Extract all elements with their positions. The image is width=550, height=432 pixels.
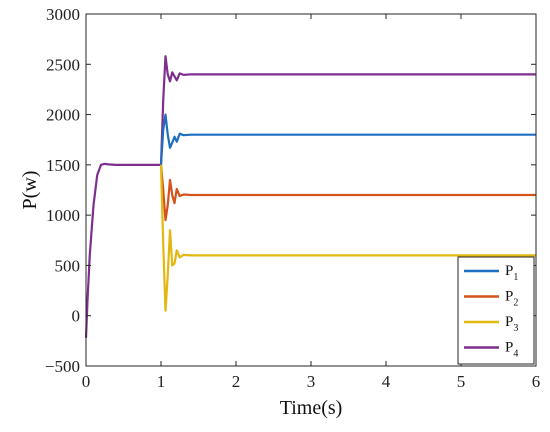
plot-area xyxy=(84,55,536,338)
series-line-p2 xyxy=(159,164,536,222)
x-tick-label: 1 xyxy=(157,372,166,391)
y-tick-label: 1500 xyxy=(46,156,80,175)
legend-label-name: P xyxy=(505,289,513,305)
y-axis: −500 0 500 1000 1500 2000 2500 3000 xyxy=(45,5,536,376)
x-axis: 0 1 2 3 4 5 6 xyxy=(82,14,541,391)
y-tick-label: 500 xyxy=(55,256,81,275)
legend-label-name: P xyxy=(505,340,513,356)
y-tick-label: 1000 xyxy=(46,206,80,225)
x-tick-label: 6 xyxy=(532,372,541,391)
x-tick-label: 0 xyxy=(82,372,91,391)
y-tick-label: 2000 xyxy=(46,106,80,125)
x-tick-label: 5 xyxy=(457,372,466,391)
series-line-p4 xyxy=(84,55,536,338)
legend-label-p4: P4 xyxy=(505,340,518,360)
y-tick-label: 2500 xyxy=(46,55,80,74)
series-line-p1 xyxy=(159,113,536,165)
y-tick-label: 0 xyxy=(72,307,81,326)
legend-label-subscript: 3 xyxy=(513,323,518,334)
legend-label-subscript: 1 xyxy=(513,272,518,283)
legend-label-subscript: 4 xyxy=(513,349,518,360)
legend-label-p1: P1 xyxy=(505,263,518,283)
legend-box xyxy=(457,256,535,365)
x-tick-label: 2 xyxy=(232,372,241,391)
legend-label-name: P xyxy=(505,263,513,279)
x-tick-label: 3 xyxy=(307,372,316,391)
plot-frame xyxy=(85,13,537,367)
x-tick-label: 4 xyxy=(382,372,391,391)
legend-label-subscript: 2 xyxy=(513,298,518,309)
x-axis-label: Time(s) xyxy=(280,397,343,419)
legend-label-p2: P2 xyxy=(505,289,518,309)
legend-label-p3: P3 xyxy=(505,314,518,334)
y-axis-label: P(w) xyxy=(19,171,41,210)
y-tick-label: 3000 xyxy=(46,5,80,24)
y-tick-label: −500 xyxy=(45,357,80,376)
legend-label-name: P xyxy=(505,314,513,330)
series-line-p3 xyxy=(159,164,536,312)
